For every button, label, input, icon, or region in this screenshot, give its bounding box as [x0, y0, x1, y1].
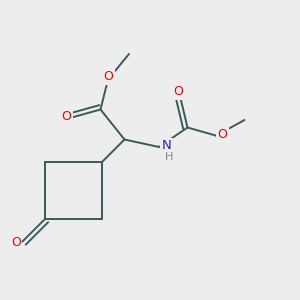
Text: O: O [218, 128, 227, 141]
Text: N: N [162, 139, 172, 152]
Text: O: O [61, 110, 71, 124]
Text: H: H [164, 152, 173, 162]
Text: O: O [174, 85, 183, 98]
Text: O: O [103, 70, 113, 83]
Text: O: O [11, 236, 21, 250]
